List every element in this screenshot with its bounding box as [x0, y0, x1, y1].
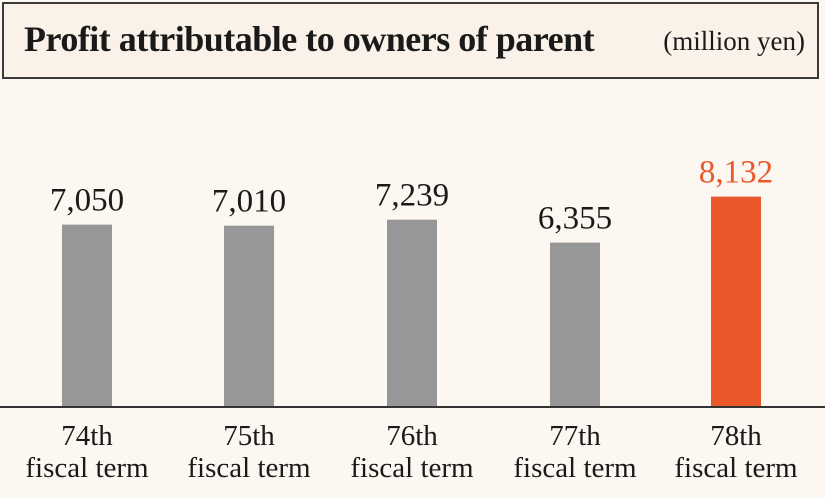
category-label-0-0: 74th — [61, 420, 113, 452]
bar-0 — [62, 224, 112, 407]
value-label-4: 8,132 — [699, 155, 773, 191]
bar-1 — [224, 225, 274, 407]
category-label-4-1: fiscal term — [674, 452, 798, 484]
unit-label: (million yen) — [663, 26, 805, 56]
value-label-0: 7,050 — [50, 183, 124, 219]
bar-4 — [711, 196, 761, 407]
chart-title: Profit attributable to owners of parent — [24, 19, 595, 59]
value-label-1: 7,010 — [212, 184, 286, 220]
bar-2 — [387, 219, 437, 407]
category-label-2-0: 76th — [386, 420, 438, 452]
category-label-3-0: 77th — [549, 420, 601, 452]
chart-header: Profit attributable to owners of parent … — [2, 2, 819, 79]
category-label-1-0: 75th — [223, 420, 275, 452]
category-label-4-0: 78th — [710, 420, 762, 452]
value-label-2: 7,239 — [375, 178, 449, 214]
value-label-3: 6,355 — [538, 201, 612, 237]
category-label-2-1: fiscal term — [350, 452, 474, 484]
category-label-0-1: fiscal term — [25, 452, 149, 484]
category-label-3-1: fiscal term — [513, 452, 637, 484]
bar-3 — [550, 242, 600, 407]
category-label-1-1: fiscal term — [187, 452, 311, 484]
